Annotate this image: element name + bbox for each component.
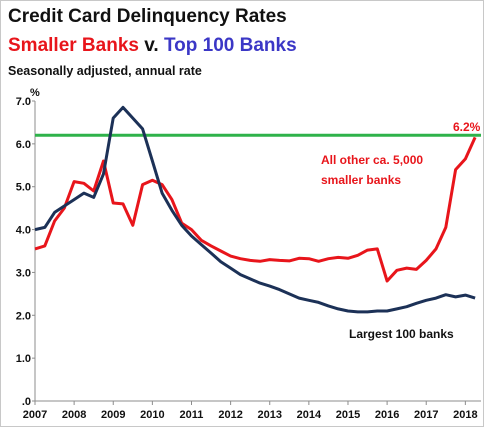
chart-subtitle: Smaller Banks v. Top 100 Banks bbox=[8, 35, 297, 57]
y-tick-label: 5.0 bbox=[16, 182, 31, 194]
annotation-largest-100-banks: Largest 100 banks bbox=[349, 327, 454, 341]
x-tick-label: 2010 bbox=[140, 409, 164, 421]
series-line-smaller-banks bbox=[34, 136, 477, 283]
subtitle-top-100-banks: Top 100 Banks bbox=[163, 35, 297, 56]
x-tick-label: 2013 bbox=[257, 409, 281, 421]
x-tick-label: 2014 bbox=[297, 409, 322, 421]
x-tick-label: 2016 bbox=[375, 409, 399, 421]
y-axis-unit-label: % bbox=[30, 87, 40, 99]
y-tick-label: 6.0 bbox=[16, 139, 31, 151]
x-tick-label: 2007 bbox=[23, 409, 47, 421]
chart-title: Credit Card Delinquency Rates bbox=[8, 6, 287, 27]
x-tick-label: 2018 bbox=[453, 409, 477, 421]
x-tick-label: 2012 bbox=[218, 409, 242, 421]
x-tick-label: 2008 bbox=[62, 409, 86, 421]
y-tick-label: .0 bbox=[22, 396, 31, 408]
annotation-smaller-banks-line1: All other ca. 5,000 bbox=[321, 153, 423, 167]
x-tick-label: 2017 bbox=[414, 409, 438, 421]
subtitle-versus: v. bbox=[138, 35, 164, 56]
reference-line-label: 6.2% bbox=[453, 120, 481, 134]
y-tick-label: 7.0 bbox=[16, 96, 31, 108]
subtitle-smaller-banks: Smaller Banks bbox=[8, 35, 139, 56]
annotation-smaller-banks-line2: smaller banks bbox=[321, 173, 401, 187]
y-tick-label: 2.0 bbox=[16, 310, 31, 322]
y-tick-label: 1.0 bbox=[16, 353, 31, 365]
x-tick-label: 2009 bbox=[101, 409, 125, 421]
y-tick-label: 3.0 bbox=[16, 267, 31, 279]
x-tick-label: 2011 bbox=[180, 409, 204, 421]
series-line-largest-100-banks bbox=[34, 105, 476, 314]
x-tick-label: 2015 bbox=[336, 409, 360, 421]
y-tick-label: 4.0 bbox=[16, 225, 31, 237]
chart-note: Seasonally adjusted, annual rate bbox=[8, 64, 202, 78]
